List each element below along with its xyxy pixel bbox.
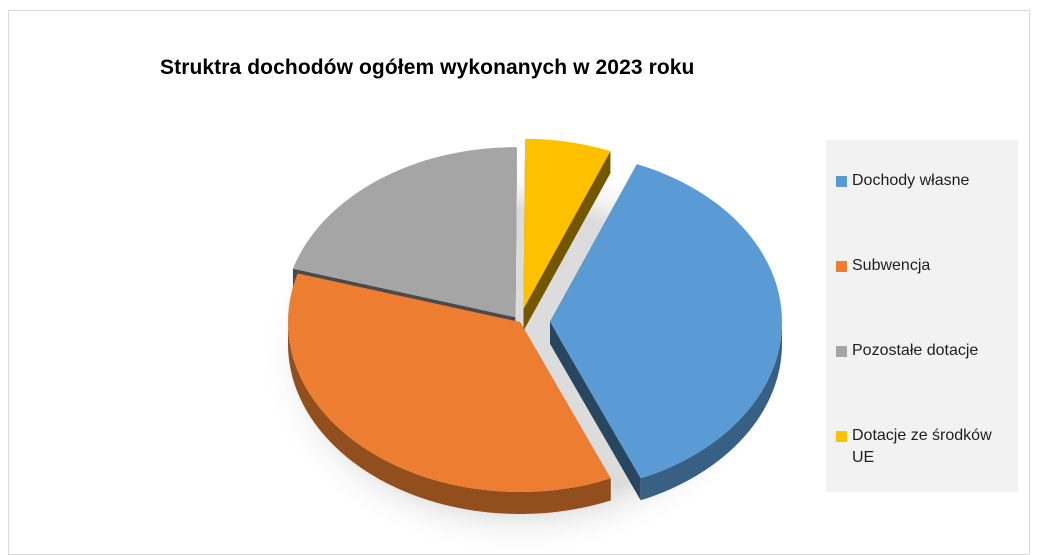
pie-slice-dochody-w-asne[interactable]	[549, 164, 782, 479]
legend-item-dotacje-ue[interactable]: Dotacje ze środków UE	[836, 425, 1016, 469]
legend-label: Pozostałe dotacje	[852, 342, 979, 359]
pie-slice-pozosta-e-dotacje[interactable]	[292, 147, 517, 318]
legend-label: Dotacje ze środków UE	[852, 427, 992, 466]
pie-slice-side	[640, 321, 782, 501]
pie-slice-cut-face	[523, 151, 611, 331]
legend-swatch	[836, 346, 847, 357]
pie-slice-subwencja[interactable]	[287, 273, 611, 493]
legend-item-dochody-wlasne[interactable]: Dochody własne	[836, 170, 1016, 192]
chart-title: Struktra dochodów ogółem wykonanych w 20…	[160, 56, 695, 79]
legend-item-pozostale-dotacje[interactable]: Pozostałe dotacje	[836, 340, 1016, 362]
pie-tops	[287, 138, 782, 493]
legend-label: Dochody własne	[852, 172, 970, 189]
legend-swatch	[836, 261, 847, 272]
pie-slice-dotacje-ze-rodk-w-ue[interactable]	[523, 138, 611, 309]
legend-item-subwencja[interactable]: Subwencja	[836, 255, 1016, 277]
pie-slice-cut-face	[515, 147, 517, 340]
legend-swatch	[836, 176, 847, 187]
legend-label: Subwencja	[852, 257, 931, 274]
legend-swatch	[836, 431, 847, 442]
pie-slice-cut-face	[549, 321, 641, 501]
pie-slice-side	[288, 322, 611, 514]
legend: Dochody własne Subwencja Pozostałe dotac…	[826, 140, 1018, 492]
